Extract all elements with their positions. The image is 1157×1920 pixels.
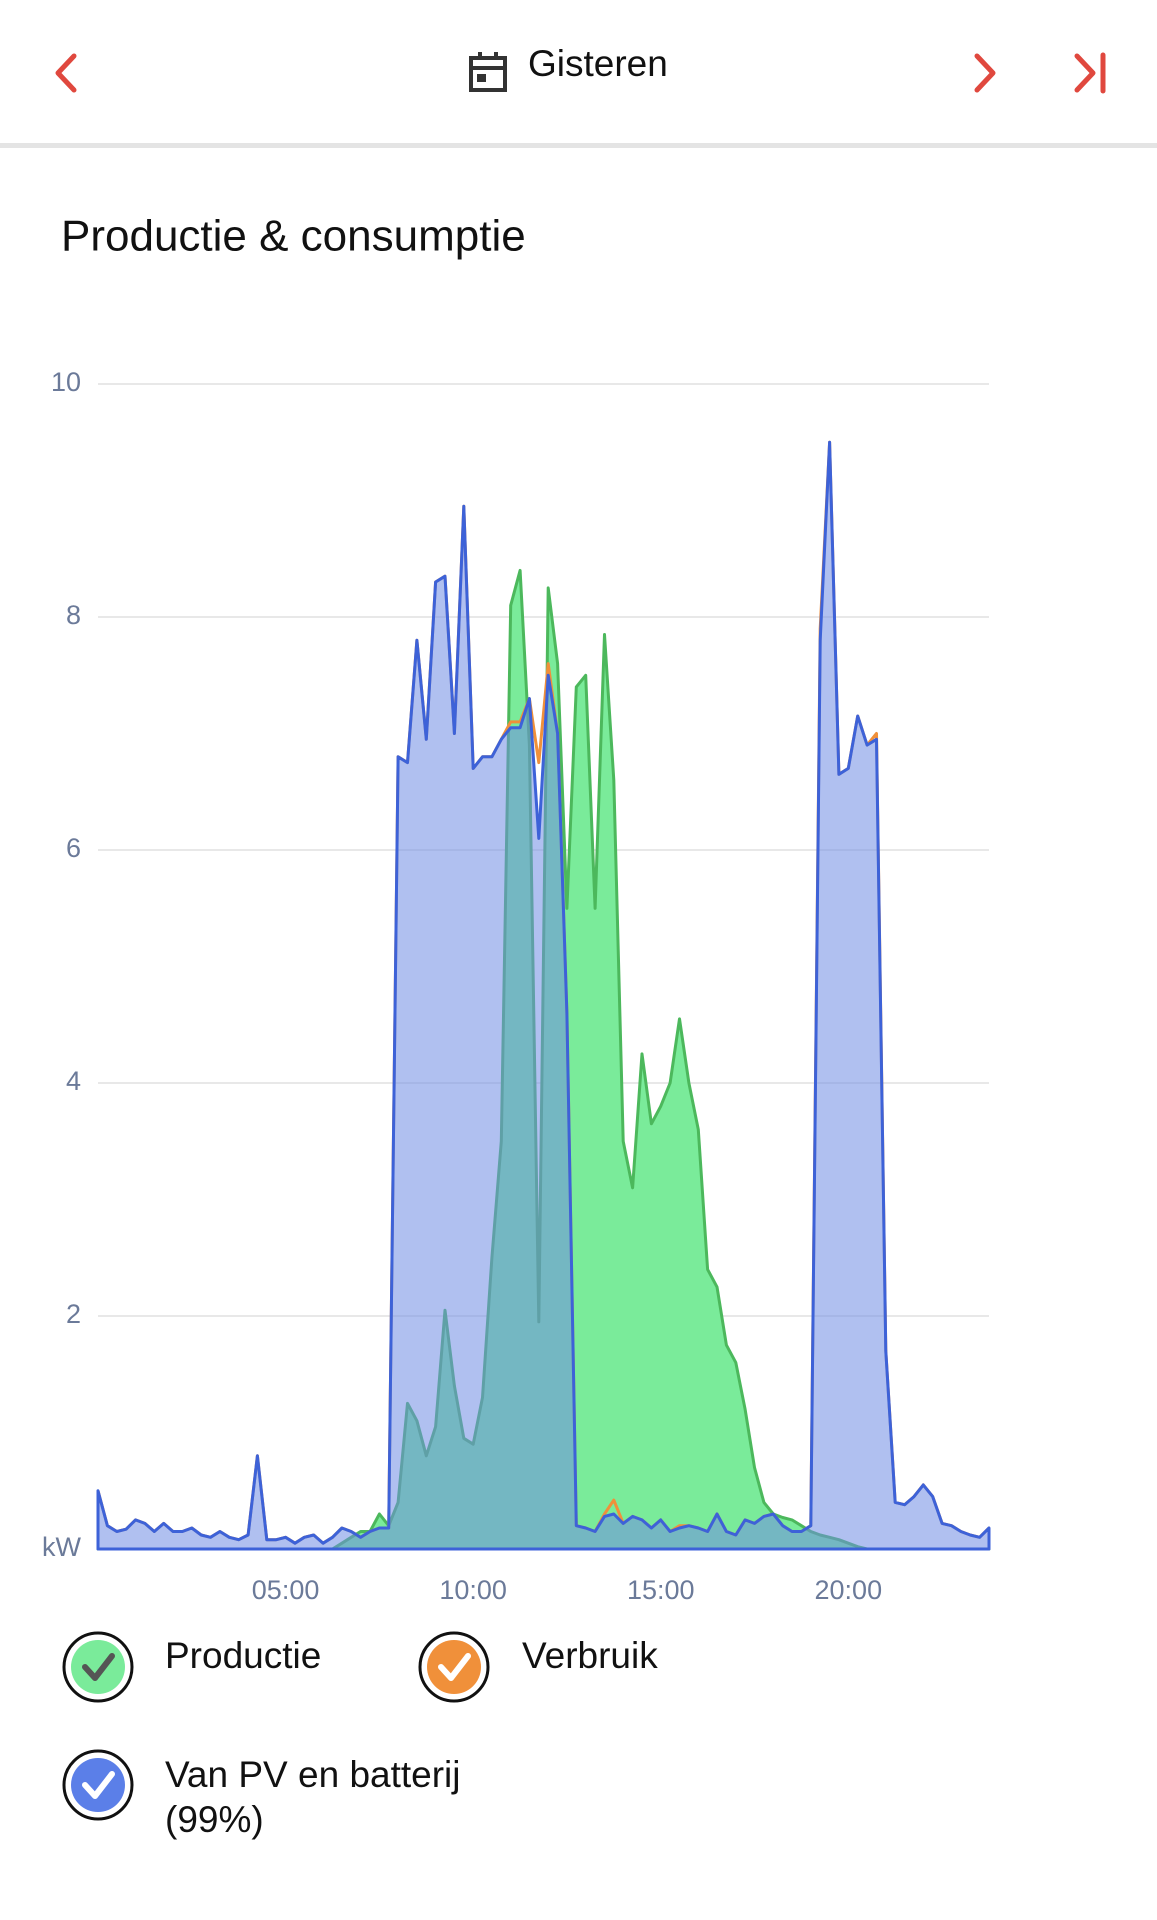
last-button[interactable] — [1074, 52, 1106, 94]
y-tick-label: 6 — [66, 833, 81, 863]
legend-toggle[interactable] — [62, 1631, 134, 1703]
legend-toggle[interactable] — [62, 1749, 134, 1821]
y-tick-label: 2 — [66, 1299, 81, 1329]
calendar-icon — [469, 52, 507, 92]
prev-button[interactable] — [55, 53, 77, 93]
x-tick-label: 05:00 — [252, 1575, 320, 1605]
y-tick-label: 10 — [51, 367, 81, 397]
header-divider — [0, 143, 1157, 148]
x-tick-label: 20:00 — [815, 1575, 883, 1605]
legend-label: Verbruik — [522, 1635, 658, 1676]
legend-label: Productie — [165, 1635, 322, 1676]
legend-toggle[interactable] — [418, 1631, 490, 1703]
y-tick-label: 8 — [66, 600, 81, 630]
legend-check — [82, 1653, 115, 1681]
x-tick-label: 10:00 — [439, 1575, 507, 1605]
legend-label: Van PV en batterij (99%) — [165, 1754, 461, 1840]
next-button[interactable] — [974, 53, 996, 93]
x-tick-label: 15:00 — [627, 1575, 695, 1605]
chart-title: Productie & consumptie — [61, 212, 526, 261]
legend-check — [82, 1771, 115, 1799]
y-tick-label: 4 — [66, 1066, 81, 1096]
plot: kW 2 4 6 8 10 05:00 10:00 15:00 20:00 — [42, 367, 991, 1605]
series-area — [96, 440, 991, 1551]
y-tick-label: kW — [42, 1532, 82, 1562]
header-title: Gisteren — [528, 43, 668, 84]
legend-swatch — [71, 1758, 125, 1812]
legend-check — [438, 1653, 471, 1681]
legend-swatch — [71, 1640, 125, 1694]
